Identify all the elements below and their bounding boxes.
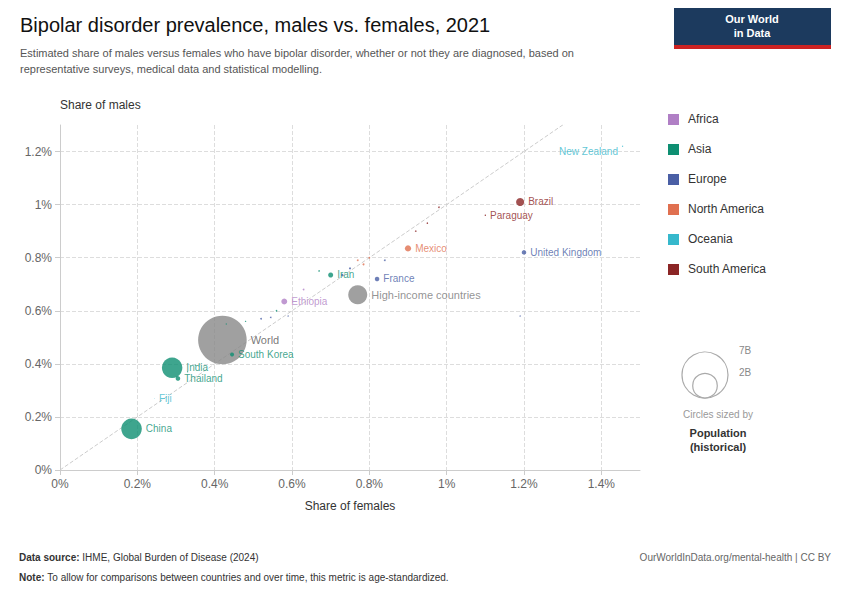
svg-text:Fiji: Fiji bbox=[159, 393, 172, 404]
svg-text:South America: South America bbox=[688, 262, 766, 276]
svg-text:Paraguay: Paraguay bbox=[490, 210, 533, 221]
svg-text:0.4%: 0.4% bbox=[201, 477, 229, 491]
svg-text:New Zealand: New Zealand bbox=[559, 146, 618, 157]
svg-text:Share of females: Share of females bbox=[305, 499, 396, 513]
svg-text:China: China bbox=[146, 423, 173, 434]
svg-text:Mexico: Mexico bbox=[415, 243, 447, 254]
svg-text:Population: Population bbox=[690, 427, 747, 439]
svg-text:Our World: Our World bbox=[725, 13, 779, 25]
svg-text:Iran: Iran bbox=[337, 269, 354, 280]
svg-text:1.2%: 1.2% bbox=[25, 145, 53, 159]
svg-text:Europe: Europe bbox=[688, 172, 727, 186]
svg-text:India: India bbox=[186, 362, 208, 373]
svg-text:High-income countries: High-income countries bbox=[371, 289, 481, 301]
svg-text:Bipolar disorder prevalence, m: Bipolar disorder prevalence, males vs. f… bbox=[20, 14, 490, 36]
svg-text:0.8%: 0.8% bbox=[25, 251, 53, 265]
svg-text:World: World bbox=[251, 334, 280, 346]
svg-text:1%: 1% bbox=[438, 477, 456, 491]
svg-text:France: France bbox=[383, 273, 415, 284]
svg-text:(historical): (historical) bbox=[690, 441, 747, 453]
svg-text:Circles sized by: Circles sized by bbox=[683, 409, 753, 420]
svg-text:0.8%: 0.8% bbox=[356, 477, 384, 491]
svg-text:South Korea: South Korea bbox=[238, 349, 294, 360]
svg-text:0%: 0% bbox=[51, 477, 69, 491]
svg-text:0%: 0% bbox=[35, 463, 53, 477]
svg-text:Brazil: Brazil bbox=[528, 196, 553, 207]
svg-text:1.4%: 1.4% bbox=[588, 477, 616, 491]
svg-text:Asia: Asia bbox=[688, 142, 712, 156]
svg-text:0.2%: 0.2% bbox=[25, 410, 53, 424]
svg-text:Estimated share of males versu: Estimated share of males versus females … bbox=[20, 47, 574, 59]
svg-text:Thailand: Thailand bbox=[184, 373, 222, 384]
svg-text:7B: 7B bbox=[739, 345, 752, 356]
svg-text:0.6%: 0.6% bbox=[25, 304, 53, 318]
svg-text:To allow for comparisons betwe: To allow for comparisons between countri… bbox=[47, 572, 448, 583]
svg-text:1%: 1% bbox=[35, 198, 53, 212]
svg-text:Data source:: Data source: bbox=[19, 552, 82, 563]
svg-text:IHME, Global Burden of Disease: IHME, Global Burden of Disease (2024) bbox=[82, 552, 258, 563]
svg-text:North America: North America bbox=[688, 202, 764, 216]
svg-text:Note:: Note: bbox=[19, 572, 47, 583]
svg-text:Share of males: Share of males bbox=[60, 98, 141, 112]
svg-text:0.4%: 0.4% bbox=[25, 357, 53, 371]
svg-text:United Kingdom: United Kingdom bbox=[530, 247, 601, 258]
svg-text:2B: 2B bbox=[739, 367, 752, 378]
svg-text:OurWorldInData.org/mental-heal: OurWorldInData.org/mental-health | CC BY bbox=[640, 552, 832, 563]
svg-text:Oceania: Oceania bbox=[688, 232, 733, 246]
svg-text:Ethiopia: Ethiopia bbox=[291, 296, 328, 307]
svg-text:representative surveys, medica: representative surveys, medical data and… bbox=[20, 63, 322, 75]
svg-text:1.2%: 1.2% bbox=[510, 477, 538, 491]
svg-text:0.6%: 0.6% bbox=[278, 477, 306, 491]
svg-text:Africa: Africa bbox=[688, 112, 719, 126]
svg-text:in Data: in Data bbox=[734, 27, 772, 39]
svg-text:0.2%: 0.2% bbox=[124, 477, 152, 491]
